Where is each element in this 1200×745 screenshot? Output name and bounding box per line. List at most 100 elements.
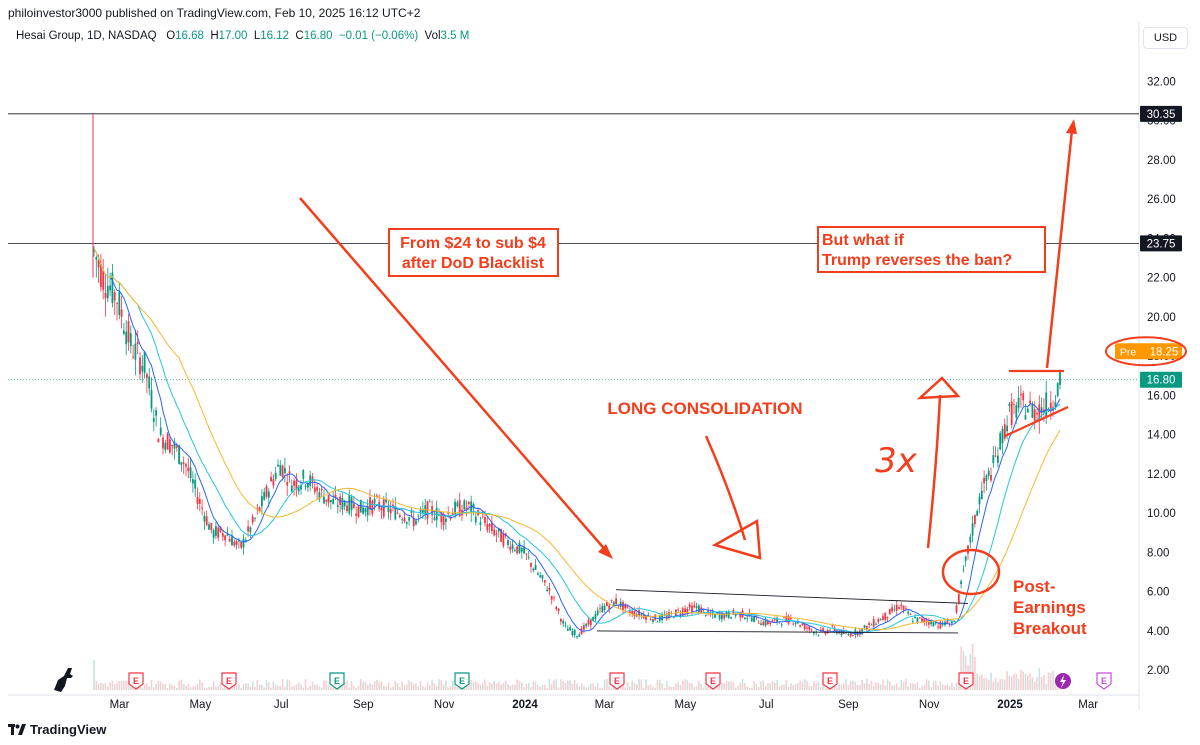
earnings-marker-label: E [710,676,716,686]
volume-bar [150,679,153,690]
candle-body [518,543,521,553]
volume-bar [916,682,919,690]
volume-bar [309,685,311,690]
volume-bar [1033,681,1036,690]
candle-body [134,343,137,360]
candle-body [822,628,824,631]
candle-body [585,623,588,627]
candle-body [849,633,852,637]
candle-body [320,488,323,491]
currency-button[interactable]: USD [1143,27,1188,49]
candle-body [162,437,164,449]
volume-bar [640,679,643,690]
volume-bar [668,686,670,690]
volume-bar [389,687,392,690]
earnings-marker-shape [705,672,721,690]
candle-body [189,467,192,479]
candle-body [479,522,482,525]
candle-body [787,616,790,624]
volume-bar [452,681,454,690]
candle-body [267,491,270,498]
candle-body [992,455,995,464]
candle-body [242,538,245,548]
earnings-marker-icon[interactable]: E [705,672,721,690]
volume-bar [196,683,199,690]
candle-body [468,501,470,504]
candle-body [228,538,231,542]
y-tick-label: 4.00 [1147,626,1169,638]
candle-body [380,508,383,511]
volume-bar [157,680,160,690]
volume-bar [592,683,594,690]
candle-body [1052,407,1054,411]
candle-body [987,470,990,476]
candle-body [548,588,551,591]
volume-bar [1010,676,1013,690]
earnings-marker-icon[interactable]: E [221,672,237,690]
volume-bar [346,680,348,690]
volume-bar [693,686,696,690]
earnings-marker-icon[interactable]: E [454,672,470,690]
candle-body [755,615,758,617]
volume-bar [475,681,477,690]
candle-body [773,618,776,621]
candle-body [530,563,532,567]
blacklist-arrow-line [299,197,609,554]
earnings-marker-icon[interactable]: E [958,672,974,690]
candle-body [169,439,171,453]
volume-bar [875,682,877,690]
earnings-marker-shape [128,672,144,690]
volume-bar [1022,671,1024,690]
candle-body [139,357,141,375]
volume-bar [647,685,650,690]
candle-body [343,500,346,507]
symbol-name[interactable]: Hesai Group, 1D, NASDAQ [16,30,157,42]
earnings-marker-icon[interactable]: E [609,672,625,690]
volume-bar [286,679,288,690]
high-value: 17.00 [218,30,248,42]
candle-body [336,505,339,508]
candle-body [895,604,898,611]
candle-body [451,513,454,516]
candle-body [300,485,302,490]
earnings-marker-icon[interactable]: E [128,672,144,690]
volume-bar [951,682,953,690]
earnings-marker-icon[interactable]: E [822,672,838,690]
earnings-marker-icon[interactable]: E [1096,672,1112,690]
candle-body [401,519,404,521]
volume-bar [994,677,997,690]
earnings-marker-icon[interactable]: E [329,672,345,690]
volume-bar [507,684,509,690]
breakout-text-line: Post- [1013,577,1056,596]
volume-bar [787,686,790,690]
x-tick-label: Jul [274,699,289,711]
volume-bar [730,681,732,690]
volume-bar [541,684,544,690]
premarket-tag-label: Pre [1120,346,1137,358]
candle-body [146,373,148,379]
candle-body [155,410,157,416]
candle-body [762,621,765,626]
volume-bar [164,683,167,690]
candle-body [594,614,597,620]
candle-body [120,309,123,317]
candle-body [373,498,376,504]
volume-bar [254,686,256,690]
candle-body [882,616,884,620]
candle-body [185,464,187,467]
tradingview-brand[interactable]: TradingView [8,722,106,737]
candle-body [721,612,723,620]
volume-bar [433,683,436,690]
candle-body [877,619,880,623]
volume-bar [314,684,316,690]
volume-bar [679,684,682,690]
volume-bar [185,685,187,690]
candle-body [769,622,772,624]
volume-bar [764,685,767,690]
volume-bar [279,685,282,690]
candle-body [918,617,921,619]
volume-bar [606,679,608,690]
volume-bar [215,686,217,690]
volume-bar [189,687,192,690]
